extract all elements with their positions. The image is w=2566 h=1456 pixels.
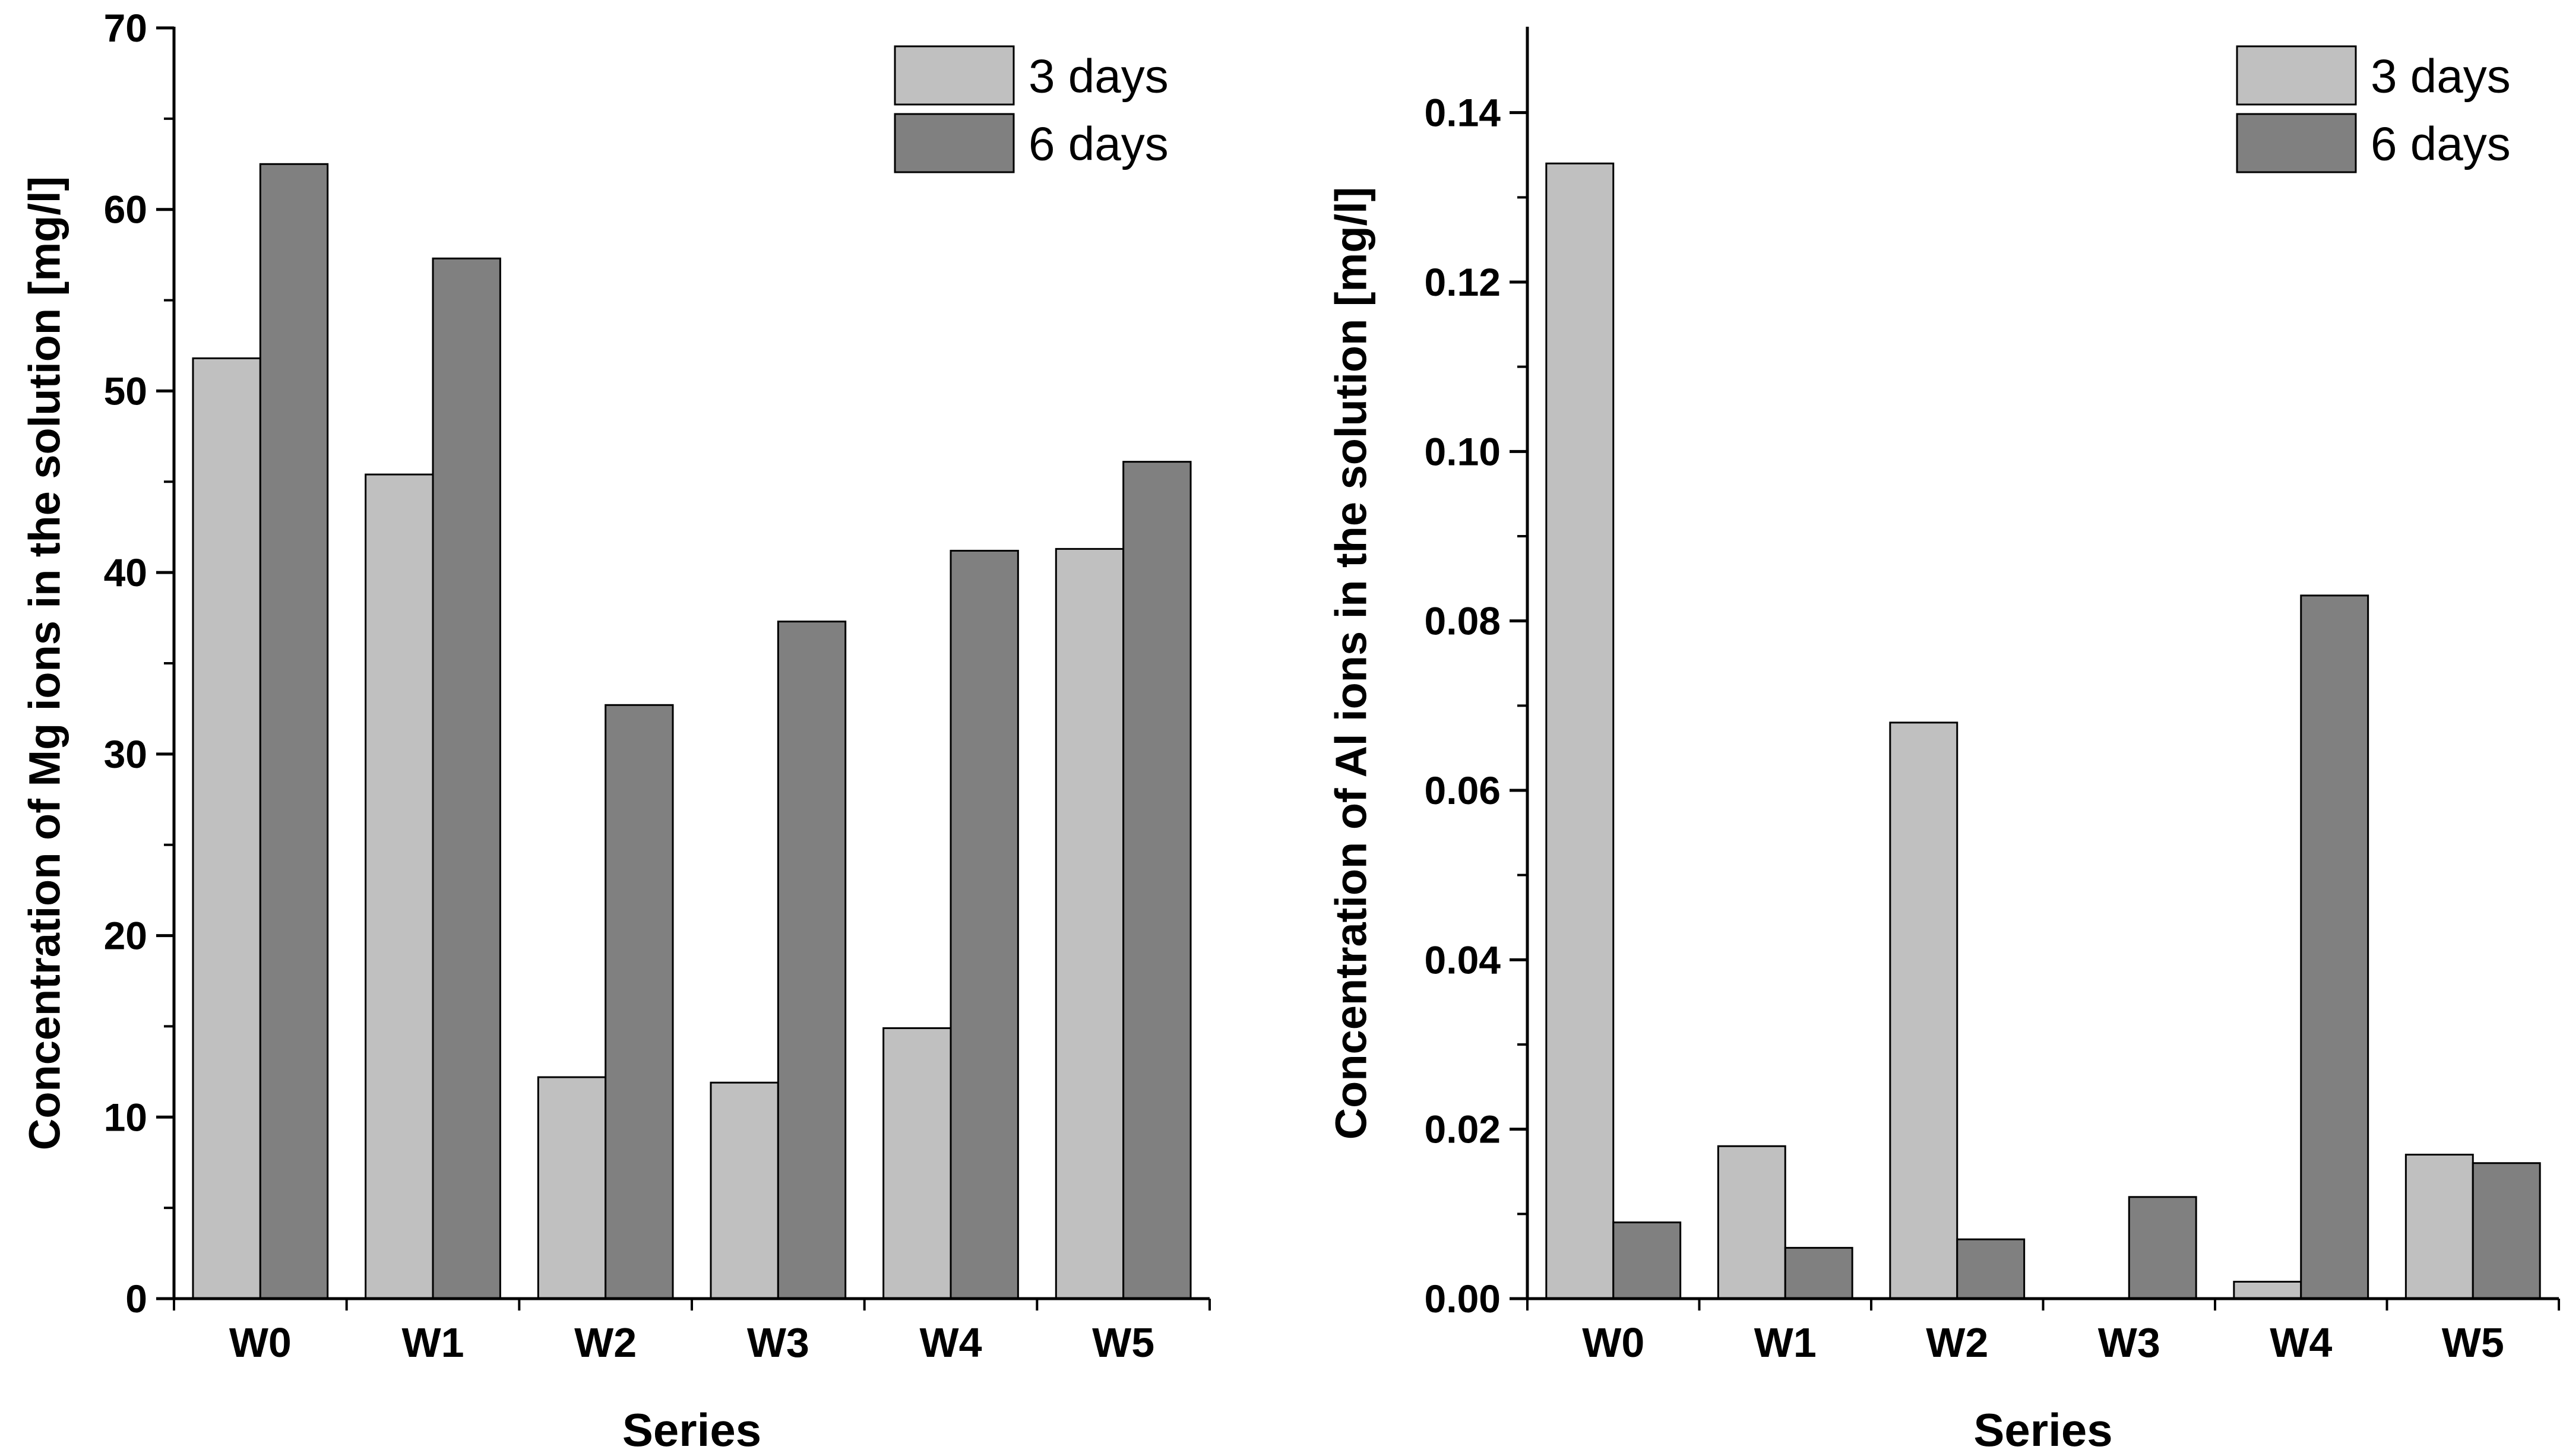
y-axis-title: Concentration of Al ions in the solution… — [1327, 187, 1376, 1140]
legend: 3 days 6 days — [2236, 45, 2511, 173]
legend-label: 3 days — [1029, 50, 1169, 103]
bar-w5-3-days — [2404, 1153, 2474, 1300]
bar-w2-6-days — [1956, 1238, 2026, 1300]
bar-w4-6-days — [950, 549, 1019, 1300]
x-tick-label-w1: W1 — [402, 1319, 464, 1366]
x-tick-label-w4: W4 — [920, 1319, 982, 1366]
x-axis-title: Series — [622, 1404, 761, 1456]
x-tick-label-w2: W2 — [574, 1319, 637, 1366]
y-tick-label: 50 — [104, 369, 147, 413]
y-axis-title: Concentration of Mg ions in the solution… — [20, 176, 69, 1150]
y-tick-label: 0.08 — [1425, 599, 1501, 643]
y-tick-label: 0.00 — [1425, 1277, 1501, 1321]
bar-w4-6-days — [2300, 594, 2369, 1300]
legend-swatch-3-days — [894, 45, 1015, 106]
bar-w5-6-days — [2472, 1162, 2541, 1300]
legend: 3 days 6 days — [894, 45, 1169, 173]
bar-w4-3-days — [882, 1027, 952, 1300]
x-tick-label-w2: W2 — [1926, 1319, 1988, 1366]
x-tick-label-w0: W0 — [1582, 1319, 1644, 1366]
legend-swatch-3-days — [2236, 45, 2357, 106]
bar-w0-3-days — [1545, 162, 1615, 1300]
bar-w1-3-days — [365, 473, 434, 1300]
y-tick-label: 70 — [104, 6, 147, 50]
chart-panel-2: 0.00 0.02 0.04 0.06 0.08 0.10 0.12 0.14 W0 W1 W2 W3… — [1327, 27, 2560, 1456]
y-tick-label: 0.06 — [1425, 768, 1501, 812]
bar-w1-3-days — [1717, 1145, 1786, 1300]
bar-w3-6-days — [2128, 1196, 2197, 1300]
bar-w0-3-days — [192, 357, 261, 1300]
y-tick-label: 60 — [104, 188, 147, 232]
legend-swatch-6-days — [894, 113, 1015, 173]
bar-w0-6-days — [259, 163, 329, 1300]
y-tick-label: 10 — [104, 1095, 147, 1139]
x-tick-label-w5: W5 — [2442, 1319, 2504, 1366]
y-tick-label: 0.02 — [1425, 1107, 1501, 1151]
bar-w2-6-days — [605, 704, 674, 1300]
x-axis-title: Series — [1973, 1404, 2112, 1456]
bar-w3-6-days — [777, 621, 847, 1300]
bar-w2-3-days — [537, 1076, 607, 1300]
x-tick-label-w0: W0 — [229, 1319, 292, 1366]
legend-label: 6 days — [1029, 118, 1169, 170]
y-tick-label: 20 — [104, 914, 147, 958]
y-tick-label: 40 — [104, 550, 147, 594]
legend-swatch-6-days — [2236, 113, 2357, 173]
bar-w3-3-days — [710, 1081, 779, 1300]
legend-label: 3 days — [2371, 50, 2511, 103]
bar-w5-3-days — [1055, 547, 1125, 1300]
bar-w4-3-days — [2233, 1280, 2302, 1300]
x-tick-label-w1: W1 — [1754, 1319, 1817, 1366]
bar-w5-6-days — [1122, 461, 1192, 1300]
chart-panel-1: 0 10 20 30 40 50 60 70 W0 W1 W2 W3 W4 W5 Series Concent… — [20, 6, 1211, 1456]
x-tick-label-w3: W3 — [2098, 1319, 2160, 1366]
y-tick-label: 0.14 — [1425, 91, 1501, 135]
x-tick-label-w4: W4 — [2270, 1319, 2332, 1366]
x-tick-label-w3: W3 — [747, 1319, 809, 1366]
x-tick-label-w5: W5 — [1092, 1319, 1154, 1366]
legend-label: 6 days — [2371, 118, 2511, 170]
y-tick-label: 0.12 — [1425, 260, 1501, 304]
y-tick-label: 0 — [125, 1277, 147, 1321]
bar-w1-6-days — [1784, 1246, 1853, 1300]
y-tick-label: 0.04 — [1425, 938, 1501, 982]
bar-w1-6-days — [432, 257, 501, 1300]
y-tick-label: 0.10 — [1425, 429, 1501, 473]
y-tick-label: 30 — [104, 732, 147, 776]
bar-w2-3-days — [1889, 721, 1958, 1300]
bar-w0-6-days — [1612, 1221, 1682, 1300]
